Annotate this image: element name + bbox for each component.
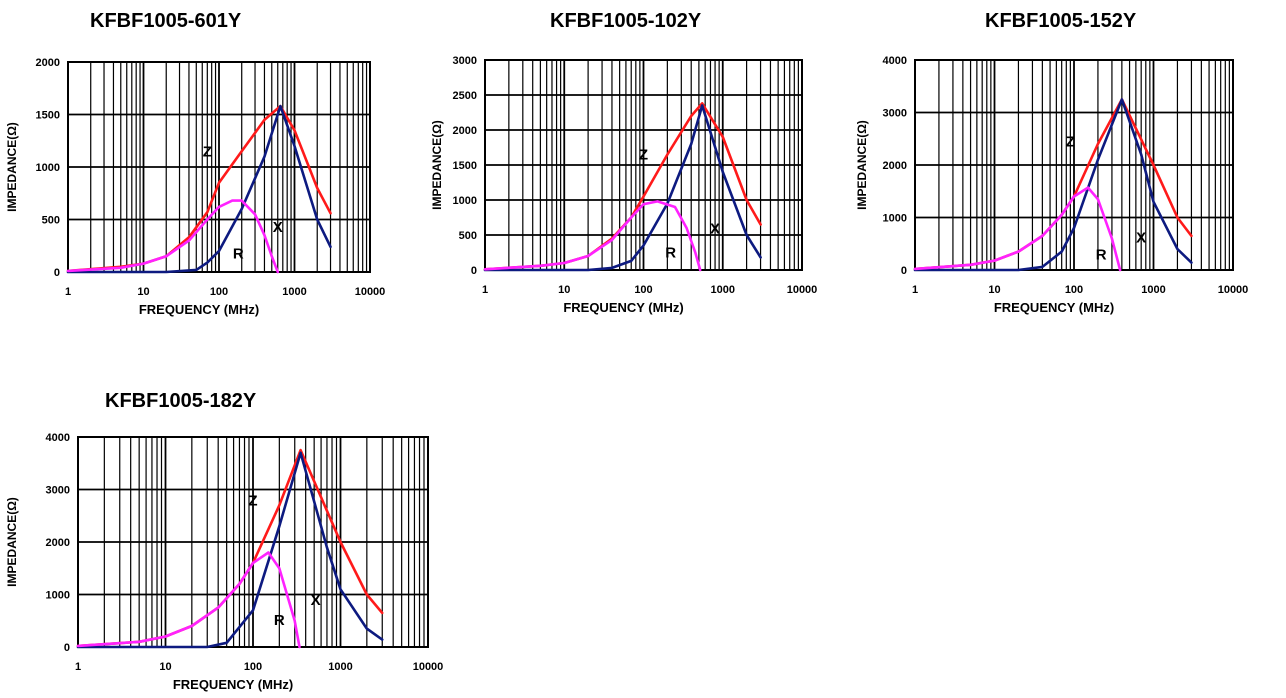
x-tick-label: 10000 (355, 286, 386, 298)
series-x-line (66, 104, 332, 274)
chart-title: KFBF1005-152Y (985, 10, 1137, 32)
chart-title: KFBF1005-601Y (90, 10, 242, 32)
curve-label-r: R (1096, 247, 1107, 264)
impedance-chart: 0 1000 2000 3000 4000 1 10 100 1000 10000 FREQUENC… (5, 432, 443, 692)
y-tick-label: 0 (54, 267, 60, 279)
x-tick-label: 10000 (413, 661, 444, 673)
x-tick-label: 100 (210, 286, 228, 298)
y-tick-label: 3000 (453, 55, 477, 67)
chart-title: KFBF1005-182Y (105, 390, 257, 412)
curve-label-r: R (233, 245, 244, 262)
plot-frame (67, 61, 371, 273)
y-tick-label: 4000 (883, 55, 907, 67)
x-tick-label: 1 (482, 284, 488, 296)
x-tick-label: 1000 (328, 661, 352, 673)
y-axis-label: IMPEDANCE(Ω) (5, 497, 19, 587)
plot-frame (914, 59, 1234, 271)
series-r-line (76, 551, 301, 649)
x-tick-label: 1 (75, 661, 81, 673)
y-tick-label: 3000 (46, 485, 70, 497)
x-tick-label: 10 (988, 284, 1000, 296)
y-tick-label: 1000 (883, 213, 907, 225)
x-tick-label: 10 (159, 661, 171, 673)
plot-frame (484, 59, 803, 271)
x-tick-label: 10 (558, 284, 570, 296)
y-axis-label: IMPEDANCE(Ω) (5, 122, 19, 212)
y-tick-label: 1500 (453, 160, 477, 172)
series-x-line (76, 451, 384, 649)
curve-label-x: X (1136, 230, 1146, 247)
x-tick-label: 10000 (787, 284, 818, 296)
curve-label-r: R (274, 612, 285, 629)
y-tick-label: 2500 (453, 90, 477, 102)
x-tick-label: 10 (137, 286, 149, 298)
x-tick-label: 1 (65, 286, 71, 298)
chart-panel-601y: KFBF1005-601Y 0 500 1000 1500 2000 1 10 100 1000… (0, 0, 430, 340)
curve-label-x: X (311, 592, 321, 609)
y-tick-label: 0 (901, 265, 907, 277)
y-tick-label: 3000 (883, 108, 907, 120)
y-axis-label: IMPEDANCE(Ω) (855, 120, 869, 210)
x-tick-label: 100 (634, 284, 652, 296)
y-tick-label: 1000 (36, 162, 60, 174)
y-tick-label: 2000 (453, 125, 477, 137)
chart-panel-152y: KFBF1005-152Y 0 1000 2000 3000 4000 1 10 100 100… (850, 0, 1286, 340)
x-axis-label: FREQUENCY (MHz) (173, 677, 293, 692)
x-axis-label: FREQUENCY (MHz) (139, 302, 259, 317)
chart-title: KFBF1005-102Y (550, 10, 702, 32)
x-axis-label: FREQUENCY (MHz) (563, 300, 683, 315)
y-tick-label: 1000 (453, 195, 477, 207)
y-tick-label: 500 (459, 230, 477, 242)
x-axis-label: FREQUENCY (MHz) (994, 300, 1114, 315)
series-r-line (483, 200, 702, 272)
curve-label-z: Z (639, 146, 648, 163)
series-r-line (66, 199, 280, 274)
curve-label-x: X (710, 221, 720, 238)
x-tick-label: 1000 (1141, 284, 1165, 296)
x-tick-label: 1000 (711, 284, 735, 296)
y-tick-label: 2000 (36, 57, 60, 69)
chart-panel-102y: KFBF1005-102Y 0 500 1000 1500 2000 2500 3000 1 1… (425, 0, 865, 340)
curve-label-z: Z (1066, 134, 1075, 151)
y-tick-label: 2000 (883, 160, 907, 172)
y-tick-label: 0 (471, 265, 477, 277)
curve-label-z: Z (248, 492, 257, 509)
y-axis-label: IMPEDANCE(Ω) (430, 120, 444, 210)
y-tick-label: 2000 (46, 537, 70, 549)
y-tick-label: 500 (42, 215, 60, 227)
x-tick-label: 100 (244, 661, 262, 673)
curve-label-x: X (273, 219, 283, 236)
series-x-line (913, 98, 1193, 272)
curve-label-z: Z (203, 144, 212, 161)
series-r-line (913, 186, 1122, 272)
plot-frame (77, 436, 429, 648)
y-tick-label: 1500 (36, 110, 60, 122)
curve-label-r: R (665, 244, 676, 261)
x-tick-label: 1 (912, 284, 918, 296)
x-tick-label: 1000 (282, 286, 306, 298)
impedance-chart: 0 500 1000 1500 2000 2500 3000 1 10 100 1000 10000 F… (430, 55, 818, 315)
y-tick-label: 1000 (46, 590, 70, 602)
chart-panel-182y: KFBF1005-182Y 0 1000 2000 3000 4000 1 10 100 100… (0, 380, 443, 698)
impedance-chart: 0 1000 2000 3000 4000 1 10 100 1000 10000 FREQUENC… (855, 55, 1249, 315)
impedance-chart: 0 500 1000 1500 2000 1 10 100 1000 10000 FREQUENCY… (5, 57, 386, 317)
y-tick-label: 0 (64, 642, 70, 654)
x-tick-label: 10000 (1218, 284, 1249, 296)
y-tick-label: 4000 (46, 432, 70, 444)
x-tick-label: 100 (1065, 284, 1083, 296)
